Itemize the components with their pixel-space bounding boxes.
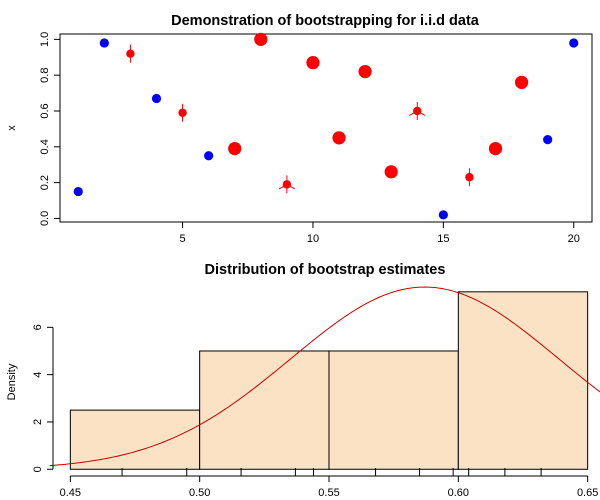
scatter-point (73, 186, 83, 197)
density-curve-line (49, 286, 600, 467)
point-marker (99, 38, 109, 48)
scatter-y-tick-label: 0.6 (39, 103, 51, 118)
scatter-x-tick-label: 5 (180, 233, 186, 245)
histogram-title: Distribution of bootstrap estimates (205, 262, 446, 278)
scatter-point (278, 175, 295, 194)
scatter-point (332, 131, 346, 145)
scatter-x-tick-label: 20 (568, 233, 580, 245)
histogram-x-tick-label: 0.45 (60, 487, 81, 499)
point-marker (204, 151, 214, 161)
normal-density-curve (49, 286, 600, 467)
point-marker (73, 186, 83, 197)
scatter-x-tick-label: 15 (437, 233, 449, 245)
histogram-y-tick-label: 4 (32, 372, 44, 378)
histogram-bar (457, 291, 589, 470)
histogram-x-tick-label: 0.55 (318, 487, 339, 499)
histogram-x-tick-label: 0.65 (577, 487, 598, 499)
scatter-point (384, 165, 398, 179)
scatter-point (488, 141, 503, 156)
scatter-point (543, 135, 553, 145)
histogram-y-label: Density (6, 363, 18, 400)
scatter-x-tick-label: 10 (307, 233, 319, 245)
scatter-point (514, 75, 529, 89)
histogram-y-axis: 0 2 4 6 (32, 324, 54, 472)
histogram-y-tick-label: 2 (32, 419, 44, 425)
sunflower-petal (409, 110, 418, 116)
scatter-point (228, 141, 242, 156)
sunflower-petal (278, 183, 288, 190)
rug-marks (121, 468, 542, 476)
histogram-x-axis: 0.45 0.50 0.55 0.60 0.65 (60, 475, 598, 499)
point-marker (332, 131, 346, 145)
scatter-panel: Demonstration of bootstrapping for i.i.d… (6, 13, 593, 245)
scatter-point (254, 32, 268, 46)
scatter-y-label: x (6, 125, 18, 131)
point-marker (543, 135, 553, 145)
histogram-bars (69, 291, 589, 470)
point-marker (488, 141, 503, 156)
histogram-x-tick-label: 0.50 (189, 487, 210, 499)
scatter-point (204, 151, 214, 161)
histogram-x-tick-label: 0.60 (448, 487, 469, 499)
histogram-bar (199, 350, 330, 470)
scatter-point (438, 210, 448, 220)
point-marker (306, 56, 320, 70)
scatter-point (569, 38, 579, 48)
scatter-y-tick-label: 0.8 (39, 68, 51, 83)
scatter-point (178, 103, 187, 122)
histogram-y-tick-label: 6 (32, 324, 44, 330)
sunflower-petal (417, 110, 426, 116)
scatter-point (358, 65, 372, 79)
scatter-y-tick-label: 0.2 (39, 175, 51, 190)
point-marker (438, 210, 448, 220)
point-marker (514, 75, 529, 89)
scatter-point (465, 168, 474, 187)
point-marker (384, 165, 398, 179)
scatter-x-axis: 5 10 15 20 (180, 221, 580, 245)
scatter-point (126, 44, 135, 63)
point-marker (254, 32, 268, 46)
histogram-y-tick-label: 0 (32, 466, 44, 472)
scatter-point (151, 93, 162, 104)
scatter-point (99, 38, 109, 48)
scatter-y-tick-label: 0.0 (39, 211, 51, 226)
scatter-point (409, 101, 426, 120)
scatter-title: Demonstration of bootstrapping for i.i.d… (171, 13, 480, 29)
scatter-point (306, 56, 320, 70)
sunflower-petal (286, 183, 295, 190)
histogram-bar (328, 350, 459, 470)
histogram-panel: Distribution of bootstrap estimates Dens… (6, 262, 600, 499)
point-marker (228, 141, 242, 156)
point-marker (569, 38, 579, 48)
point-marker (151, 93, 162, 104)
histogram-bar (69, 409, 201, 470)
scatter-points (73, 32, 579, 220)
scatter-y-tick-label: 1.0 (39, 32, 51, 47)
scatter-y-tick-label: 0.4 (39, 139, 51, 154)
scatter-y-axis: 0.0 0.2 0.4 0.6 0.8 1.0 (39, 32, 61, 226)
point-marker (358, 65, 372, 79)
